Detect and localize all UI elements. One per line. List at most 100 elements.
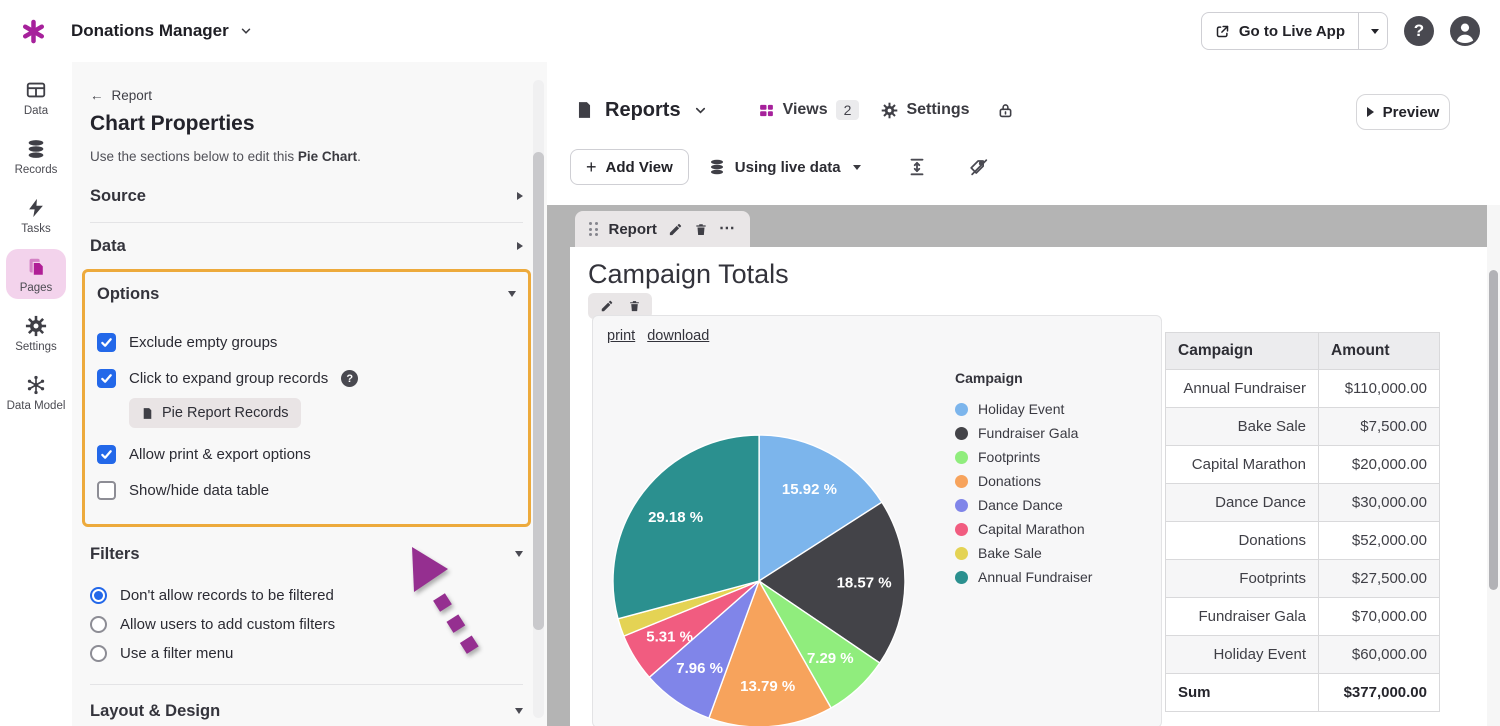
radio-button[interactable] bbox=[90, 586, 107, 604]
sidebar-item-pages[interactable]: Pages bbox=[6, 249, 66, 299]
legend-item-6[interactable]: Bake Sale bbox=[955, 541, 1092, 565]
section-layout-design[interactable]: Layout & Design bbox=[90, 685, 523, 726]
legend-dot bbox=[955, 474, 968, 488]
sidebar-item-data[interactable]: Data bbox=[6, 72, 66, 122]
page-scrollbar-thumb[interactable] bbox=[1489, 270, 1498, 590]
filter-radio-1[interactable]: Allow users to add custom filters bbox=[90, 613, 523, 635]
live-data-label: Using live data bbox=[734, 158, 841, 176]
back-to-report-link[interactable]: ← Report bbox=[90, 88, 523, 103]
tab-views[interactable]: Views 2 bbox=[758, 100, 860, 120]
option-checkbox-2[interactable]: Allow print & export options bbox=[97, 445, 516, 464]
option-checkbox-3[interactable]: Show/hide data table bbox=[97, 481, 516, 500]
option-checkbox-0[interactable]: Exclude empty groups bbox=[97, 333, 516, 352]
edit-pencil-icon[interactable] bbox=[668, 222, 683, 237]
sidebar-item-data-model[interactable]: Data Model bbox=[6, 367, 66, 417]
legend-dot bbox=[955, 402, 968, 416]
lock-icon[interactable] bbox=[996, 101, 1015, 120]
table-row: Fundraiser Gala $70,000.00 bbox=[1165, 597, 1440, 636]
drag-handle-icon[interactable] bbox=[589, 222, 598, 236]
section-layout-label: Layout & Design bbox=[90, 701, 221, 720]
checkbox[interactable] bbox=[97, 481, 116, 500]
page-chevron-down-icon[interactable] bbox=[693, 103, 708, 118]
cell-amount: $30,000.00 bbox=[1318, 483, 1440, 522]
user-avatar[interactable] bbox=[1450, 16, 1480, 46]
legend-item-0[interactable]: Holiday Event bbox=[955, 397, 1092, 421]
radio-button[interactable] bbox=[90, 644, 107, 662]
delete-trash-icon[interactable] bbox=[628, 299, 641, 313]
row-height-icon[interactable] bbox=[906, 156, 928, 178]
go-to-live-app-dropdown[interactable] bbox=[1358, 13, 1387, 49]
option-checkbox-1[interactable]: Click to expand group records? bbox=[97, 369, 516, 388]
hide-labels-tag-slash-icon[interactable] bbox=[968, 156, 990, 178]
filter-radio-2[interactable]: Use a filter menu bbox=[90, 642, 523, 664]
pie-chart[interactable]: 15.92 % 18.57 % 7.29 % 13.79 % 7.96 % 5.31 % 2… bbox=[593, 316, 1159, 726]
database-icon bbox=[710, 159, 723, 175]
add-view-button[interactable]: + Add View bbox=[570, 149, 689, 185]
legend-label: Annual Fundraiser bbox=[978, 569, 1093, 585]
pie-slice-1[interactable] bbox=[757, 501, 906, 664]
radio-label: Allow users to add custom filters bbox=[120, 615, 336, 633]
table-icon bbox=[26, 82, 46, 98]
preview-button[interactable]: Preview bbox=[1356, 94, 1450, 130]
sidebar-item-tasks[interactable]: Tasks bbox=[6, 190, 66, 240]
chevron-down-icon bbox=[515, 708, 523, 714]
live-data-dropdown[interactable]: Using live data bbox=[708, 158, 861, 176]
legend-item-1[interactable]: Fundraiser Gala bbox=[955, 421, 1092, 445]
radio-button[interactable] bbox=[90, 615, 107, 633]
table-sum-row: Sum $377,000.00 bbox=[1165, 673, 1440, 712]
table-row: Footprints $27,500.00 bbox=[1165, 559, 1440, 598]
cell-amount: $52,000.00 bbox=[1318, 521, 1440, 560]
legend-item-3[interactable]: Donations bbox=[955, 469, 1092, 493]
report-view-tab[interactable]: Report ⋯ bbox=[575, 211, 750, 247]
panel-title: Chart Properties bbox=[90, 112, 255, 135]
checkbox[interactable] bbox=[97, 445, 116, 464]
download-link[interactable]: download bbox=[647, 328, 710, 344]
section-data[interactable]: Data bbox=[90, 223, 523, 269]
edit-pencil-icon[interactable] bbox=[600, 299, 614, 313]
options-checkbox-list: Exclude empty groups Click to expand grou… bbox=[97, 333, 516, 500]
linked-page-chip[interactable]: Pie Report Records bbox=[129, 398, 301, 428]
more-menu-icon[interactable]: ⋯ bbox=[718, 220, 736, 237]
app-switcher-chevron-down-icon[interactable] bbox=[239, 24, 253, 38]
delete-trash-icon[interactable] bbox=[694, 222, 708, 237]
legend-item-4[interactable]: Dance Dance bbox=[955, 493, 1092, 517]
pie-slice-0[interactable] bbox=[758, 434, 883, 583]
preview-label: Preview bbox=[1382, 103, 1440, 121]
section-source[interactable]: Source bbox=[90, 170, 523, 223]
legend-item-2[interactable]: Footprints bbox=[955, 445, 1092, 469]
report-tab-label: Report bbox=[608, 220, 657, 238]
pie-slice-label: 18.57 % bbox=[837, 574, 892, 591]
panel-scrollbar[interactable] bbox=[533, 80, 544, 718]
filter-radio-0[interactable]: Don't allow records to be filtered bbox=[90, 584, 523, 606]
pie-slice-3[interactable] bbox=[708, 579, 833, 726]
tab-settings[interactable]: Settings bbox=[881, 101, 970, 119]
legend-dot bbox=[955, 426, 968, 440]
help-icon[interactable]: ? bbox=[341, 370, 359, 387]
legend-label: Dance Dance bbox=[978, 497, 1063, 513]
legend-label: Capital Marathon bbox=[978, 521, 1085, 537]
sidebar-item-records[interactable]: Records bbox=[6, 131, 66, 181]
checkbox[interactable] bbox=[97, 333, 116, 352]
plus-icon: + bbox=[586, 156, 597, 177]
cell-amount: $20,000.00 bbox=[1318, 445, 1440, 484]
data-model-network-icon bbox=[27, 375, 45, 395]
help-button[interactable]: ? bbox=[1404, 16, 1434, 46]
go-to-live-app-button[interactable]: Go to Live App bbox=[1202, 13, 1358, 49]
legend-item-5[interactable]: Capital Marathon bbox=[955, 517, 1092, 541]
app-bar: Donations Manager Go to Live App bbox=[0, 0, 1500, 62]
cell-campaign: Donations bbox=[1165, 521, 1319, 560]
section-options[interactable]: Options bbox=[97, 272, 516, 316]
checkbox[interactable] bbox=[97, 369, 116, 388]
section-filters[interactable]: Filters bbox=[90, 531, 523, 577]
add-view-label: Add View bbox=[605, 158, 673, 176]
legend-title: Campaign bbox=[955, 370, 1023, 386]
legend-item-7[interactable]: Annual Fundraiser bbox=[955, 565, 1092, 589]
pie-slice-7[interactable] bbox=[612, 434, 760, 620]
pie-slice-label: 7.29 % bbox=[807, 650, 854, 667]
panel-scrollbar-thumb[interactable] bbox=[533, 152, 544, 630]
sidebar-item-settings[interactable]: Settings bbox=[6, 308, 66, 358]
print-link[interactable]: print bbox=[607, 328, 636, 344]
chevron-down-icon bbox=[508, 291, 516, 297]
title-edit-toolbar bbox=[588, 293, 652, 319]
page-scrollbar[interactable] bbox=[1487, 205, 1500, 726]
